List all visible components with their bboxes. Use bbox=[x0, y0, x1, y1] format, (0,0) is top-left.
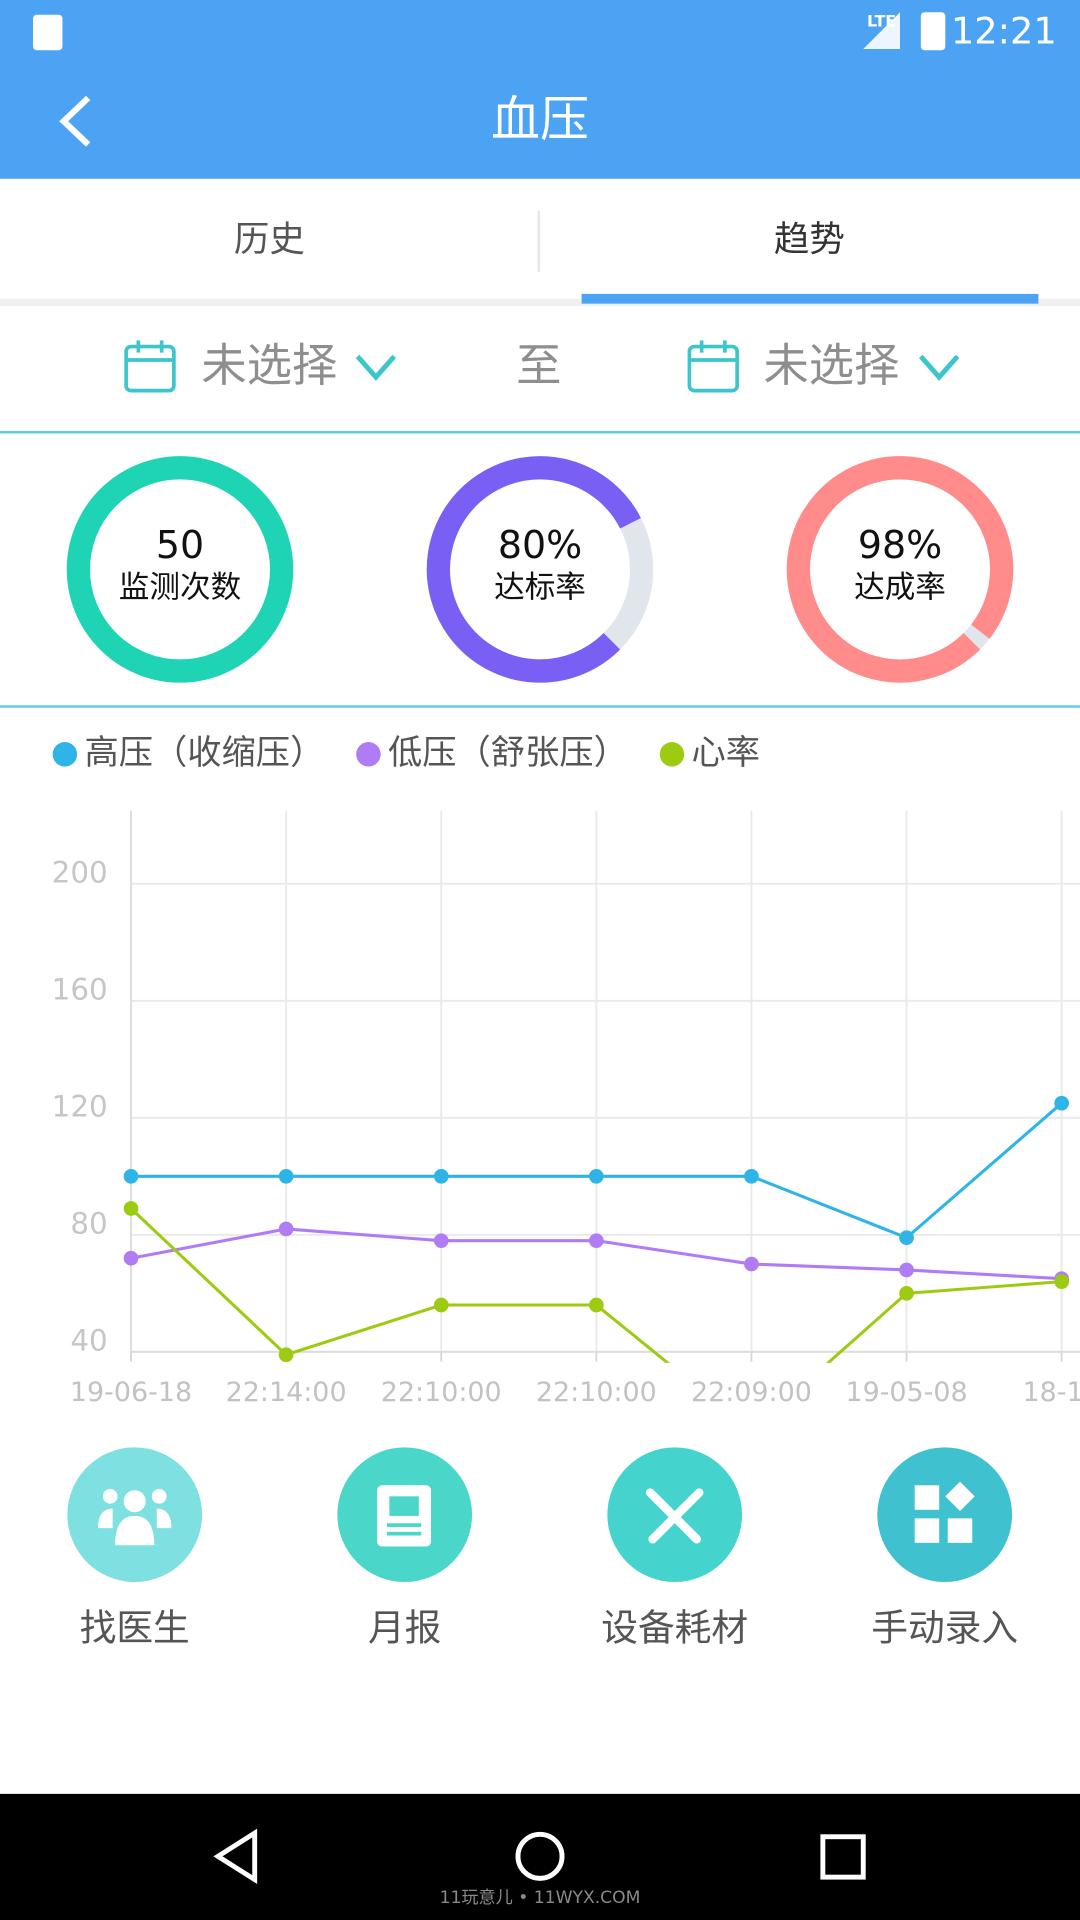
nav-home[interactable] bbox=[515, 1831, 565, 1881]
calendar-icon[interactable] bbox=[687, 340, 739, 393]
stat-value: 50 bbox=[156, 523, 204, 567]
data-point bbox=[899, 1285, 914, 1301]
data-point bbox=[278, 1168, 294, 1184]
data-point bbox=[278, 1221, 294, 1237]
app-bar bbox=[0, 0, 1080, 179]
x-tick-label: 18-10 bbox=[1023, 1377, 1080, 1408]
actions: 找医生 月报 设备耗材 手动录入 bbox=[67, 1447, 1018, 1649]
stat-value: 80% bbox=[498, 523, 582, 567]
action-button[interactable] bbox=[67, 1447, 203, 1583]
trend-chart: 高压（收缩压） 低压（舒张压） 心率 40 80 120 160 200 19-06-18 22:… bbox=[52, 733, 1080, 1438]
y-tick-label: 200 bbox=[52, 855, 108, 889]
tools-icon bbox=[645, 1488, 704, 1544]
x-tick-label: 19-06-18 bbox=[70, 1377, 192, 1408]
action-label[interactable]: 设备耗材 bbox=[601, 1606, 748, 1649]
y-tick-label: 160 bbox=[52, 972, 108, 1006]
data-point bbox=[123, 1168, 139, 1184]
stat-label: 监测次数 bbox=[119, 570, 241, 605]
sd-icon bbox=[33, 14, 63, 51]
data-point bbox=[123, 1250, 139, 1266]
tab[interactable]: 历史 bbox=[234, 219, 305, 260]
dropdown-arrow[interactable] bbox=[918, 354, 960, 381]
ring-arc bbox=[786, 456, 1014, 683]
date-separator: 至 bbox=[516, 339, 561, 392]
plot-area bbox=[123, 1095, 1070, 1438]
stat-value: 98% bbox=[858, 523, 942, 567]
signal-icon bbox=[863, 12, 900, 49]
ring-arc bbox=[426, 456, 641, 683]
back-button[interactable] bbox=[59, 95, 91, 147]
data-point bbox=[278, 1347, 294, 1363]
report-icon bbox=[377, 1485, 432, 1547]
legend-label: 高压（收缩压） bbox=[84, 733, 324, 773]
data-point bbox=[123, 1201, 139, 1216]
y-tick-label: 40 bbox=[70, 1324, 107, 1358]
data-point bbox=[744, 1423, 759, 1438]
legend-label: 心率 bbox=[692, 733, 761, 773]
data-point bbox=[1054, 1095, 1070, 1111]
x-tick-label: 22:09:00 bbox=[691, 1377, 812, 1408]
legend-label: 低压（舒张压） bbox=[388, 733, 628, 773]
data-point bbox=[899, 1230, 914, 1246]
data-point bbox=[744, 1168, 759, 1184]
grid-icon bbox=[914, 1481, 975, 1543]
doctor-icon bbox=[97, 1488, 172, 1546]
tab-separator bbox=[0, 298, 1080, 307]
x-tick-label: 19-05-08 bbox=[845, 1377, 967, 1408]
legend-dot bbox=[356, 742, 381, 767]
legend-dot bbox=[659, 742, 685, 767]
date-filter: 未选择 至 未选择 bbox=[124, 339, 960, 393]
end-date[interactable]: 未选择 bbox=[763, 339, 899, 392]
tabs: 历史 趋势 bbox=[234, 219, 1039, 304]
x-tick-label: 22:10:00 bbox=[381, 1377, 502, 1408]
action-button[interactable] bbox=[877, 1447, 1013, 1583]
data-point bbox=[899, 1262, 914, 1278]
nav-back[interactable] bbox=[213, 1828, 258, 1885]
watermark: 11玩意儿 • 11WYX.COM bbox=[440, 1888, 641, 1908]
data-point bbox=[433, 1168, 449, 1184]
tab[interactable]: 趋势 bbox=[774, 219, 845, 260]
stat-label: 达标率 bbox=[494, 570, 586, 605]
dropdown-arrow[interactable] bbox=[355, 354, 397, 381]
calendar-icon[interactable] bbox=[124, 340, 176, 393]
stat-label: 达成率 bbox=[854, 570, 946, 605]
y-tick-label: 80 bbox=[70, 1207, 107, 1241]
battery-icon bbox=[920, 12, 946, 51]
tab-indicator bbox=[581, 293, 1039, 304]
clock: 12:21 bbox=[951, 10, 1057, 53]
x-tick-label: 22:14:00 bbox=[226, 1377, 347, 1408]
data-point bbox=[588, 1297, 604, 1313]
ring-arc bbox=[66, 456, 294, 683]
nav-bar bbox=[0, 1793, 1080, 1920]
data-point bbox=[1054, 1274, 1070, 1289]
page-title: 血压 bbox=[491, 91, 589, 148]
data-point bbox=[588, 1168, 604, 1184]
legend-dot bbox=[52, 742, 78, 767]
nav-recents[interactable] bbox=[820, 1834, 866, 1880]
action-glyphs bbox=[97, 1481, 975, 1547]
data-point bbox=[433, 1233, 449, 1249]
action-label[interactable]: 月报 bbox=[368, 1606, 441, 1649]
data-point bbox=[588, 1233, 604, 1249]
y-tick-label: 120 bbox=[52, 1089, 108, 1123]
start-date[interactable]: 未选择 bbox=[201, 339, 337, 392]
data-point bbox=[744, 1256, 759, 1272]
x-tick-label: 22:10:00 bbox=[536, 1377, 657, 1408]
data-point bbox=[433, 1297, 449, 1313]
action-label[interactable]: 找医生 bbox=[80, 1606, 190, 1649]
action-label[interactable]: 手动录入 bbox=[871, 1606, 1018, 1649]
